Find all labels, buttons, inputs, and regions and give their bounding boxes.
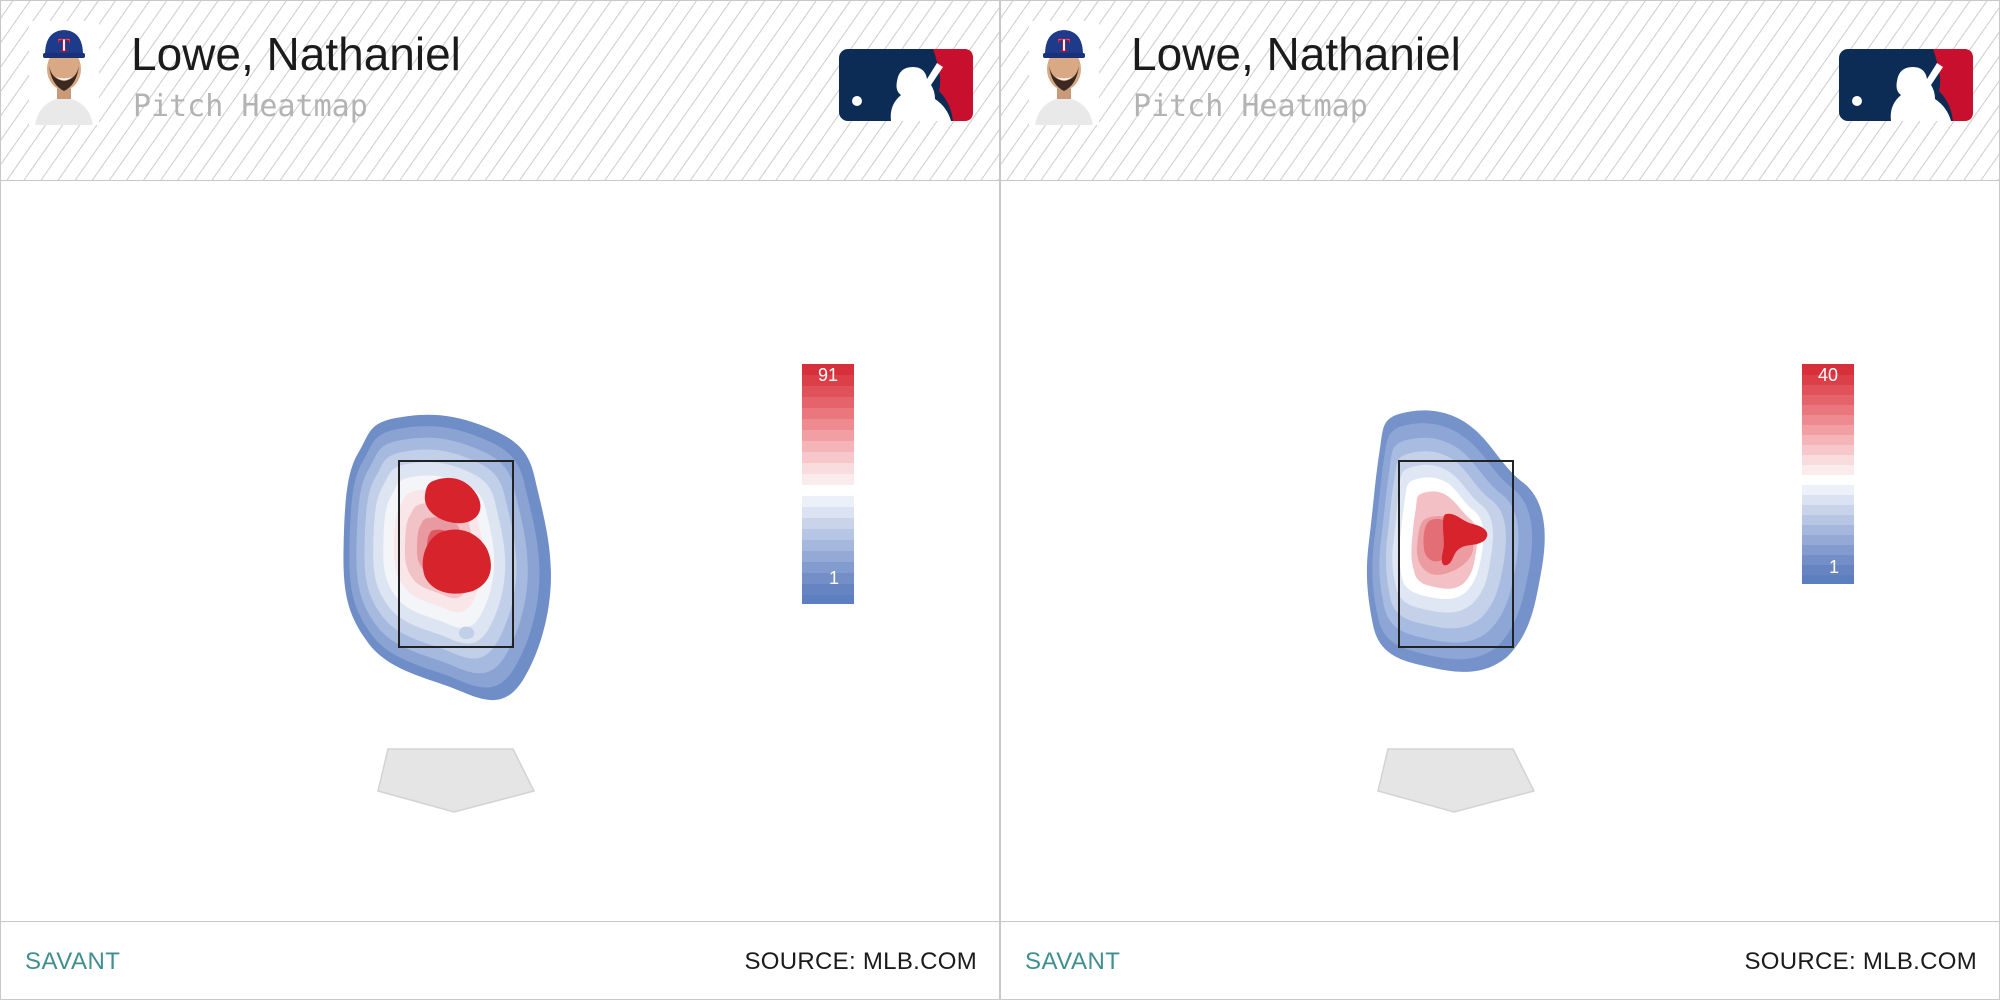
color-scale-legend: 40 1 <box>1802 364 1854 584</box>
chart-area: 91 1 <box>1 181 999 921</box>
legend-band <box>802 551 854 562</box>
legend-band <box>802 485 854 496</box>
heatmap-plot: 91 1 <box>343 364 854 813</box>
legend-band <box>802 463 854 474</box>
strike-zone <box>398 460 514 648</box>
legend-band <box>1802 535 1854 545</box>
legend-band <box>1802 395 1854 405</box>
chart-subtitle: Pitch Heatmap <box>133 89 368 124</box>
legend-band <box>1802 375 1854 385</box>
team-cap-letter: T <box>1058 35 1070 55</box>
chart-subtitle: Pitch Heatmap <box>1133 89 1368 124</box>
legend-band <box>802 562 854 573</box>
legend-band <box>802 452 854 463</box>
player-headshot-icon: T <box>29 21 99 125</box>
legend-band <box>1802 465 1854 475</box>
legend-band <box>802 430 854 441</box>
legend-band <box>802 419 854 430</box>
legend-band <box>802 573 854 584</box>
strike-zone <box>1398 460 1514 648</box>
legend-band <box>802 595 854 604</box>
heatmap-plot: 40 1 <box>1366 364 1854 813</box>
color-scale-legend: 91 1 <box>802 364 854 604</box>
player-headshot-icon: T <box>1029 21 1099 125</box>
legend-band <box>1802 364 1854 375</box>
team-cap-letter: T <box>58 35 70 55</box>
chart-area: 40 1 <box>1001 181 1999 921</box>
legend-band <box>802 507 854 518</box>
legend-band <box>802 397 854 408</box>
player-name: Lowe, Nathaniel <box>1131 28 1461 80</box>
legend-band <box>1802 545 1854 555</box>
legend-band <box>802 364 854 375</box>
legend-band <box>1802 515 1854 525</box>
panel-footer: SAVANT SOURCE: MLB.COM <box>1001 921 1999 999</box>
legend-max-label: 91 <box>818 365 838 385</box>
legend-band <box>802 375 854 386</box>
legend-band <box>802 584 854 595</box>
legend-band <box>802 441 854 452</box>
contour-peak-1 <box>424 477 481 524</box>
panel-header: T Lowe, Nathaniel Pitch Heatmap <box>1 1 999 181</box>
contour-peak-2 <box>422 529 491 594</box>
panel-footer: SAVANT SOURCE: MLB.COM <box>1 921 999 999</box>
heatmap-panel-right: T Lowe, Nathaniel Pitch Heatmap <box>1000 0 2000 1000</box>
legend-band <box>1802 575 1854 584</box>
home-plate <box>377 748 536 813</box>
heatmap-contours <box>343 414 551 701</box>
savant-link[interactable]: SAVANT <box>1025 948 1121 975</box>
legend-band <box>802 474 854 485</box>
legend-band <box>1802 415 1854 425</box>
legend-band <box>1802 555 1854 565</box>
heatmap-panel-left: T Lowe, Nathaniel Pitch Heatmap <box>0 0 1000 1000</box>
savant-link[interactable]: SAVANT <box>25 948 121 975</box>
panel-header: T Lowe, Nathaniel Pitch Heatmap <box>1001 1 1999 181</box>
legend-band <box>1802 495 1854 505</box>
legend-band <box>1802 455 1854 465</box>
mlb-logo-icon <box>839 49 973 121</box>
legend-band <box>1802 445 1854 455</box>
legend-min-label: 1 <box>829 568 839 588</box>
mlb-logo-icon <box>1839 49 1973 121</box>
contour-spot-1 <box>459 626 475 640</box>
contour-peak-1 <box>1441 513 1488 566</box>
legend-band <box>1802 405 1854 415</box>
legend-band <box>802 518 854 529</box>
legend-min-label: 1 <box>1829 557 1839 577</box>
legend-band <box>1802 485 1854 495</box>
legend-band <box>1802 425 1854 435</box>
legend-band <box>802 408 854 419</box>
legend-band <box>1802 505 1854 515</box>
source-label: SOURCE: MLB.COM <box>744 948 977 975</box>
player-name: Lowe, Nathaniel <box>131 28 461 80</box>
legend-band <box>1802 565 1854 575</box>
legend-band <box>802 529 854 540</box>
legend-band <box>1802 475 1854 485</box>
legend-band <box>802 540 854 551</box>
legend-max-label: 40 <box>1818 365 1838 385</box>
legend-band <box>1802 525 1854 535</box>
source-label: SOURCE: MLB.COM <box>1744 948 1977 975</box>
legend-band <box>802 496 854 507</box>
legend-band <box>1802 435 1854 445</box>
legend-band <box>802 386 854 397</box>
home-plate <box>1377 748 1536 813</box>
legend-band <box>1802 385 1854 395</box>
heatmap-contours <box>1366 410 1545 672</box>
